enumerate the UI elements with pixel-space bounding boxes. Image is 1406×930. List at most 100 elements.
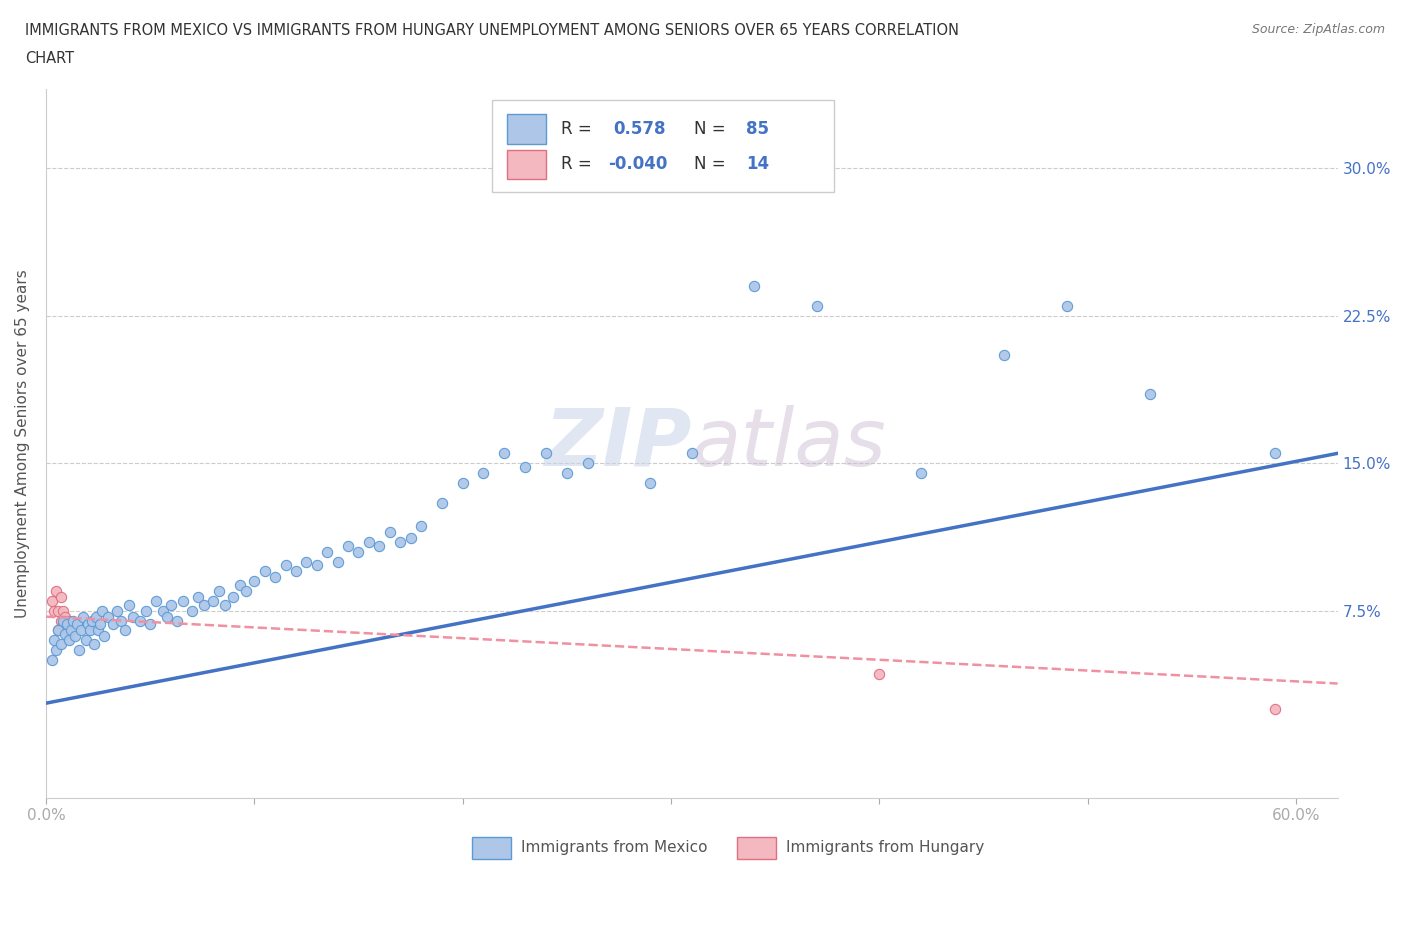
Point <box>44 604 66 618</box>
Point <box>72 609 94 624</box>
Point <box>49 590 72 604</box>
Point <box>472 466 495 481</box>
Point <box>681 445 703 460</box>
Point <box>1264 445 1286 460</box>
Point <box>555 466 578 481</box>
Point <box>41 593 63 608</box>
Point <box>156 609 179 624</box>
Point <box>56 618 79 632</box>
Point <box>295 554 318 569</box>
Point <box>316 544 339 559</box>
Point <box>70 623 93 638</box>
Point <box>806 299 828 313</box>
Point <box>264 570 287 585</box>
Point <box>1056 299 1078 313</box>
Point <box>357 535 380 550</box>
Point <box>87 623 110 638</box>
Y-axis label: Unemployment Among Seniors over 65 years: Unemployment Among Seniors over 65 years <box>15 269 30 618</box>
Point <box>243 574 266 589</box>
Point <box>101 618 124 632</box>
Point <box>389 535 412 550</box>
Point <box>48 623 70 638</box>
Point <box>52 613 75 628</box>
Text: CHART: CHART <box>25 51 75 66</box>
Text: -0.040: -0.040 <box>607 155 668 174</box>
Point <box>201 593 224 608</box>
Point <box>62 613 84 628</box>
Bar <box>472 837 510 858</box>
Point <box>44 632 66 647</box>
Point <box>56 623 79 638</box>
Point <box>105 604 128 618</box>
Point <box>45 584 67 599</box>
Point <box>430 495 453 510</box>
Text: atlas: atlas <box>692 405 887 483</box>
Text: N =: N = <box>695 155 731 174</box>
Point <box>110 613 132 628</box>
Point <box>180 604 202 618</box>
Point <box>139 618 162 632</box>
Point <box>97 609 120 624</box>
Point <box>187 590 209 604</box>
Point <box>576 456 599 471</box>
Point <box>513 459 536 474</box>
Point <box>193 597 215 612</box>
Point <box>59 623 82 638</box>
FancyBboxPatch shape <box>492 100 834 193</box>
Point <box>1139 387 1161 402</box>
Point <box>48 623 70 638</box>
Point <box>53 627 76 642</box>
Point <box>122 609 145 624</box>
Point <box>52 618 75 632</box>
Point <box>378 525 401 539</box>
Point <box>326 554 349 569</box>
Point <box>49 613 72 628</box>
Text: 85: 85 <box>747 120 769 138</box>
Point <box>347 544 370 559</box>
Point <box>222 590 245 604</box>
Text: R =: R = <box>561 120 598 138</box>
Point <box>45 643 67 658</box>
Point <box>253 564 276 578</box>
Point <box>494 445 516 460</box>
Point <box>41 653 63 668</box>
Bar <box>508 114 546 144</box>
Point <box>166 613 188 628</box>
Point <box>235 584 257 599</box>
Point <box>79 623 101 638</box>
Point <box>48 604 70 618</box>
Point <box>368 538 391 553</box>
Point <box>152 604 174 618</box>
Point <box>145 593 167 608</box>
Text: IMMIGRANTS FROM MEXICO VS IMMIGRANTS FROM HUNGARY UNEMPLOYMENT AMONG SENIORS OVE: IMMIGRANTS FROM MEXICO VS IMMIGRANTS FRO… <box>25 23 959 38</box>
Point <box>305 558 328 573</box>
Point <box>89 618 111 632</box>
Point <box>208 584 231 599</box>
Text: 14: 14 <box>747 155 769 174</box>
Text: Immigrants from Mexico: Immigrants from Mexico <box>522 841 707 856</box>
Point <box>868 666 890 681</box>
Point <box>451 475 474 490</box>
Point <box>91 604 114 618</box>
Point <box>285 564 308 578</box>
Text: Immigrants from Hungary: Immigrants from Hungary <box>786 841 984 856</box>
Point <box>409 519 432 534</box>
Point <box>80 613 103 628</box>
Point <box>76 618 98 632</box>
Point <box>84 609 107 624</box>
Point <box>63 629 86 644</box>
Text: R =: R = <box>561 155 598 174</box>
Point <box>172 593 194 608</box>
Point <box>93 629 115 644</box>
Point <box>67 643 90 658</box>
Point <box>274 558 297 573</box>
Point <box>49 637 72 652</box>
Point <box>83 637 105 652</box>
Point <box>66 618 89 632</box>
Point <box>399 530 422 545</box>
Point <box>52 604 75 618</box>
Point <box>75 632 97 647</box>
Point <box>53 609 76 624</box>
Point <box>58 613 80 628</box>
Point <box>534 445 557 460</box>
